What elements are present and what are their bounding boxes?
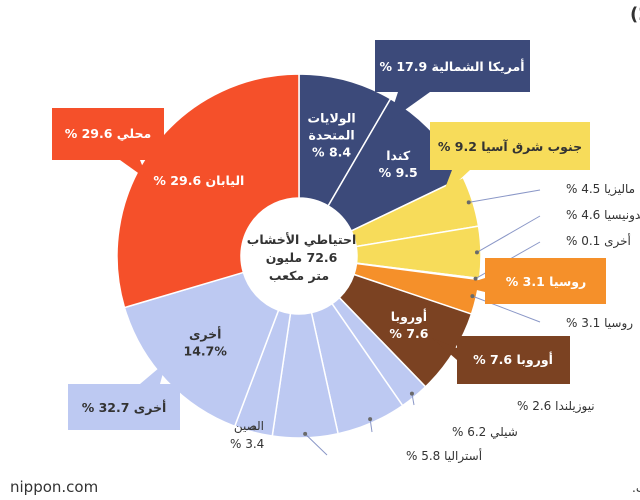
annotation-australia: أستراليا 5.8 % [406, 448, 482, 464]
chart-title: سوق الأخشاب اليابانية (2014) [630, 3, 640, 25]
nippon-logo: nippon.com [10, 478, 98, 496]
callout-north-america-text: أمريكا الشمالية 17.9 % [379, 58, 524, 74]
leader-line-chile [369, 419, 373, 433]
leader-dot-chile [368, 417, 373, 422]
annotation-chile: شيلي 6.2 % [452, 425, 518, 439]
callout-domestic: محلي 29.6 % [52, 108, 164, 180]
callout-domestic-text: محلي 29.6 % [65, 126, 152, 141]
slice-label-line: الولايات [308, 110, 356, 125]
annotation-sea-other: أخرى 0.1 % [566, 233, 631, 249]
annotation-china-line: الصين [234, 419, 264, 434]
center-label-line: احتياطي الأخشاب [247, 232, 357, 247]
annotation-malaysia: ماليزيا 4.5 % [566, 182, 635, 197]
callout-box [375, 40, 530, 122]
annotation-russia: روسيا 3.1 % [566, 316, 633, 331]
center-label-line: متر مكعب [269, 268, 329, 283]
slice-label-line: كندا [386, 148, 411, 163]
center-hole [241, 198, 357, 314]
callout-box [52, 108, 164, 180]
annotation-china: الصين 3.4 % [230, 419, 264, 451]
callout-europe-text: أوروبا 7.6 % [473, 351, 553, 367]
leader-line-australia [304, 433, 328, 456]
annotation-indonesia: إندونيسيا 4.6 % [566, 208, 640, 223]
slice-label-japan: اليابان 29.6 % [153, 173, 244, 188]
center-label-line: 72.6 مليون [266, 250, 338, 265]
slice-label-line: 14.7% [184, 344, 228, 359]
annotation-china-line: 3.4 % [230, 437, 264, 451]
slice-label-canada: كندا 9.5 % [379, 148, 418, 180]
callout-north-america: أمريكا الشمالية 17.9 % [375, 40, 530, 122]
leader-line-russia [472, 295, 541, 323]
callout-other: أخرى 32.7 % [68, 362, 180, 430]
slice-label-europe: أوروبا 7.6 % [389, 308, 428, 341]
callout-europe: أوروبا 7.6 % [432, 336, 570, 384]
slice-label-line: اليابان 29.6 % [153, 173, 244, 188]
slice-label-line: أوروبا [391, 308, 427, 324]
footer-note: ملاحظة: المصدر بيانات وكالة الغابات. [632, 481, 640, 496]
leader-dot-indonesia [474, 250, 479, 255]
callout-other-text: أخرى 32.7 % [82, 399, 167, 415]
leader-dot-china [252, 426, 257, 431]
slice-label-us: الولايات المتحدة 8.4 % [308, 110, 356, 159]
leader-line-indonesia [476, 215, 541, 253]
callout-russia: روسيا 3.1 % [460, 258, 606, 304]
leader-line-malaysia [468, 189, 541, 203]
slice-label-line: 9.5 % [379, 165, 418, 180]
callout-box [460, 258, 606, 304]
center-label: احتياطي الأخشاب 72.6 مليون متر مكعب [242, 229, 357, 283]
annotation-new-zealand: نيوزيلندا 2.6 % [517, 399, 595, 414]
leader-dot-australia [303, 431, 308, 436]
pie-slice-japan [116, 73, 300, 309]
callout-box [430, 122, 590, 196]
slice-label-line: المتحدة [309, 127, 355, 142]
leader-lines [245, 189, 541, 456]
slice-label-line: 8.4 % [312, 144, 351, 159]
leader-dot-malaysia [466, 200, 471, 205]
slice-label-line: 7.6 % [389, 326, 428, 341]
slice-label-line: أخرى [189, 326, 222, 342]
leader-dot-nz [409, 391, 414, 396]
callout-box [432, 336, 570, 384]
callout-russia-text: روسيا 3.1 % [506, 274, 586, 289]
leader-dot-russia [470, 294, 475, 299]
callout-box [68, 362, 180, 430]
callout-sea: جنوب شرق آسيا 9.2 % [430, 122, 590, 196]
slice-label-other: أخرى 14.7% [184, 326, 228, 359]
leader-dot-sea_other [473, 276, 478, 281]
callout-sea-text: جنوب شرق آسيا 9.2 % [438, 139, 582, 154]
pie-slices [116, 73, 482, 439]
slice-labels: الولايات المتحدة 8.4 % كندا 9.5 % أوروبا 7.6 %… [153, 110, 428, 358]
